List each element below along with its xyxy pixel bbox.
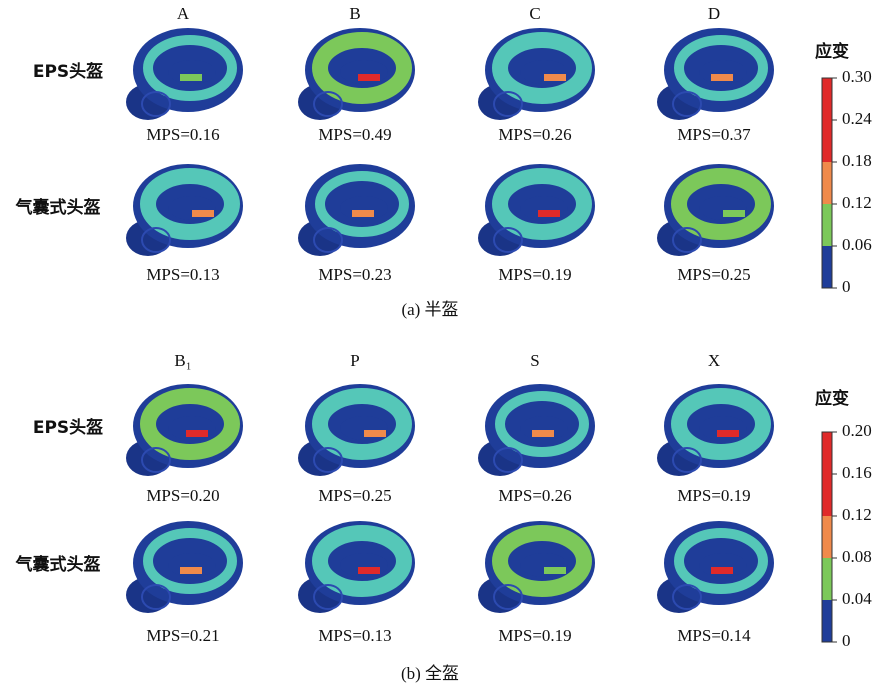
mps-label: MPS=0.13 — [318, 626, 391, 645]
brain-region — [180, 567, 202, 574]
brain-region — [532, 430, 554, 437]
brain-image — [657, 521, 774, 613]
brain-region — [364, 430, 386, 437]
brain-image — [298, 28, 415, 120]
row-label: 气囊式头盔 — [15, 554, 101, 575]
brain-region — [192, 210, 214, 217]
brain-image — [478, 28, 595, 120]
colorbar-segment — [822, 600, 832, 643]
colorbar-tick-label: 0.08 — [842, 547, 872, 566]
brain-region — [544, 567, 566, 574]
brain-image — [126, 164, 243, 256]
column-label: D — [708, 4, 720, 23]
colorbar-tick-label: 0 — [842, 277, 851, 296]
column-label: B₁ — [174, 351, 191, 370]
mps-label: MPS=0.21 — [146, 626, 219, 645]
brain-image — [657, 28, 774, 120]
column-label: C — [529, 4, 540, 23]
column-label: A — [177, 4, 190, 23]
row-label: EPS头盔 — [33, 417, 103, 438]
colorbar-title: 应变 — [815, 41, 849, 62]
colorbar-segment — [822, 246, 832, 289]
brain-region — [538, 210, 560, 217]
brain-region — [180, 74, 202, 81]
column-label: S — [530, 351, 539, 370]
colorbar-segment — [822, 432, 832, 475]
mps-label: MPS=0.25 — [318, 486, 391, 505]
brain-region — [352, 210, 374, 217]
column-label: P — [350, 351, 359, 370]
colorbar-title: 应变 — [815, 388, 849, 409]
brain-region — [717, 430, 739, 437]
brain-region — [544, 74, 566, 81]
mps-label: MPS=0.26 — [498, 125, 571, 144]
mps-label: MPS=0.19 — [498, 626, 571, 645]
brain-image — [126, 28, 243, 120]
caption: (a) 半盔 — [401, 300, 458, 319]
brain-image — [298, 384, 415, 476]
colorbar-tick-label: 0.24 — [842, 109, 872, 128]
colorbar-segment — [822, 204, 832, 247]
brain-region — [711, 567, 733, 574]
brain-image — [298, 164, 415, 256]
mps-label: MPS=0.37 — [677, 125, 751, 144]
mps-label: MPS=0.14 — [677, 626, 751, 645]
mps-label: MPS=0.13 — [146, 265, 219, 284]
brain-image — [657, 384, 774, 476]
brain-image — [657, 164, 774, 256]
brain-region — [358, 74, 380, 81]
column-label: B — [349, 4, 360, 23]
figure: (a) 半盔 A B C D EPS头盔 MPS=0.16 MPS=0.49 MPS=0.26 M… — [0, 0, 876, 686]
brain-image — [126, 384, 243, 476]
mps-label: MPS=0.49 — [318, 125, 391, 144]
colorbar-segment — [822, 78, 832, 121]
colorbar-segment — [822, 162, 832, 205]
brain-image — [478, 521, 595, 613]
brain-image — [126, 521, 243, 613]
mps-label: MPS=0.20 — [146, 486, 219, 505]
row-label: 气囊式头盔 — [15, 197, 101, 218]
colorbar-segment — [822, 558, 832, 601]
caption: (b) 全盔 — [401, 664, 459, 683]
brain-image — [478, 384, 595, 476]
colorbar-tick-label: 0.06 — [842, 235, 872, 254]
colorbar-segment — [822, 120, 832, 163]
colorbar-tick-label: 0 — [842, 631, 851, 650]
brain-region — [723, 210, 745, 217]
brain-image — [478, 164, 595, 256]
brain-image — [298, 521, 415, 613]
brain-region — [186, 430, 208, 437]
colorbar-tick-label: 0.30 — [842, 67, 872, 86]
column-label: X — [708, 351, 720, 370]
brain-region — [711, 74, 733, 81]
mps-label: MPS=0.26 — [498, 486, 571, 505]
mps-label: MPS=0.23 — [318, 265, 391, 284]
colorbar-tick-label: 0.18 — [842, 151, 872, 170]
mps-label: MPS=0.19 — [677, 486, 750, 505]
colorbar-tick-label: 0.12 — [842, 505, 872, 524]
colorbar-tick-label: 0.12 — [842, 193, 872, 212]
colorbar-tick-label: 0.04 — [842, 589, 872, 608]
row-label: EPS头盔 — [33, 61, 103, 82]
mps-label: MPS=0.19 — [498, 265, 571, 284]
mps-label: MPS=0.16 — [146, 125, 219, 144]
brain-region — [358, 567, 380, 574]
mps-label: MPS=0.25 — [677, 265, 750, 284]
colorbar-segment — [822, 474, 832, 517]
colorbar-tick-label: 0.16 — [842, 463, 872, 482]
colorbar-segment — [822, 516, 832, 559]
colorbar-tick-label: 0.20 — [842, 421, 872, 440]
